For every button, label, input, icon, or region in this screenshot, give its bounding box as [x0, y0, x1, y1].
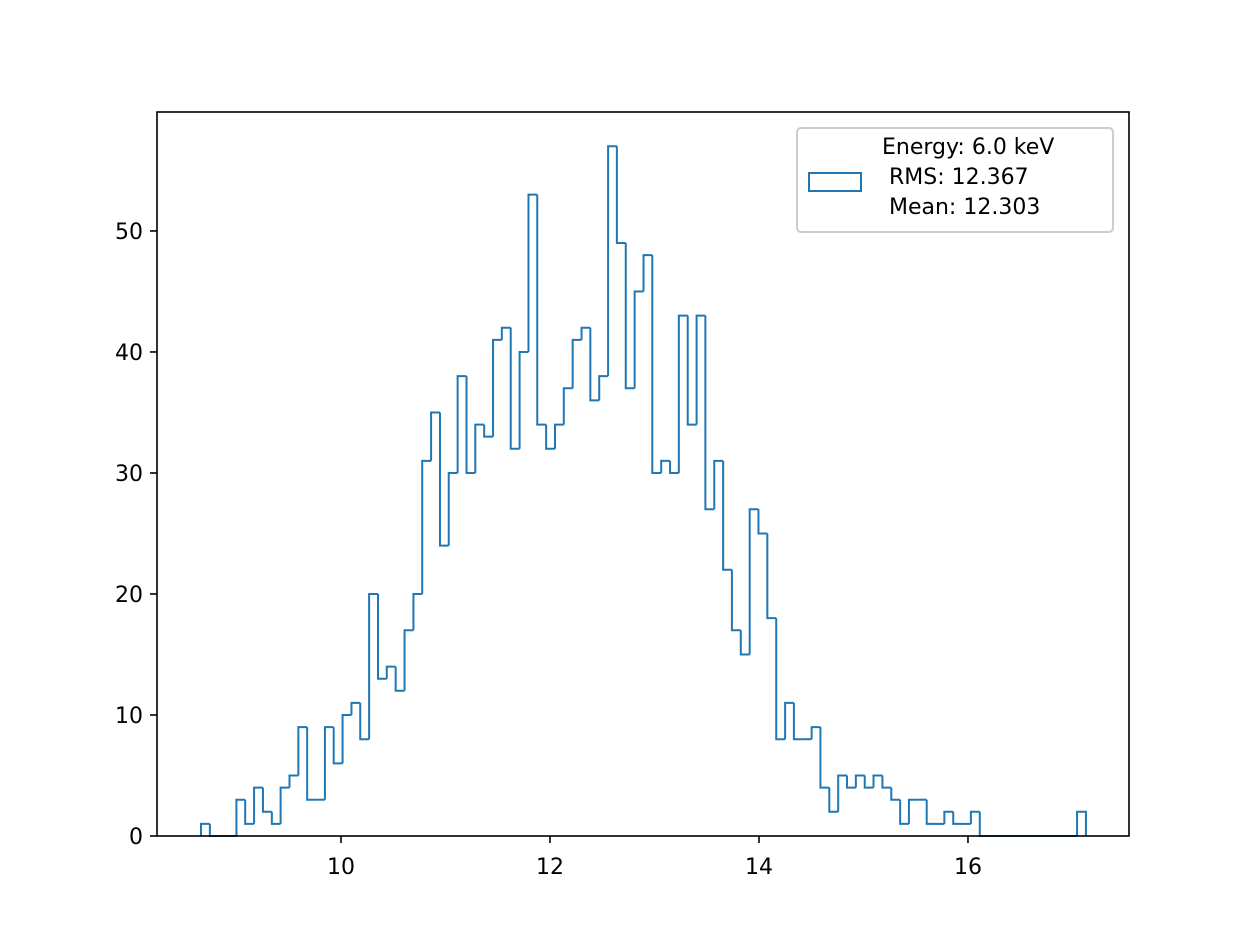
histogram-step	[739, 630, 750, 656]
histogram-step	[925, 799, 936, 825]
histogram-step	[660, 459, 671, 473]
histogram-step	[881, 775, 892, 789]
histogram-step	[589, 327, 600, 402]
histogram-step	[562, 387, 573, 425]
histogram-step	[509, 327, 520, 450]
legend: Energy: 6.0 keV RMS: 12.367 Mean: 12.303	[796, 127, 1114, 233]
histogram-step	[642, 254, 653, 292]
histogram-step	[492, 338, 502, 437]
histogram-step	[784, 701, 794, 740]
histogram-step	[899, 799, 909, 825]
y-tick-label: 20	[115, 583, 143, 608]
histogram-step	[863, 775, 874, 789]
histogram-step	[536, 194, 547, 426]
histogram-step	[607, 145, 617, 377]
histogram-step	[969, 810, 980, 824]
plot-frame	[156, 111, 1130, 837]
y-tick-label: 40	[115, 341, 143, 366]
histogram-step	[297, 726, 308, 776]
histogram-step	[430, 411, 440, 461]
x-tick-label: 10	[327, 855, 355, 880]
y-tick-label: 50	[115, 220, 143, 245]
x-tick-label: 14	[745, 855, 773, 880]
histogram-step	[554, 423, 564, 449]
histogram-step	[385, 665, 396, 679]
histogram-step	[633, 290, 644, 389]
histogram-step	[350, 701, 361, 715]
histogram-step	[438, 412, 449, 547]
histogram-step	[669, 460, 679, 474]
histogram-step	[474, 423, 485, 473]
histogram-step	[872, 774, 883, 788]
histogram-step	[483, 424, 494, 438]
histogram-step	[421, 459, 432, 594]
legend-label: Energy: 6.0 keV RMS: 12.367 Mean: 12.303	[882, 135, 1055, 220]
histogram-step	[412, 592, 423, 631]
histogram-step	[730, 569, 741, 632]
histogram-step	[199, 822, 210, 836]
histogram-step	[235, 798, 246, 836]
x-tick-label: 16	[954, 855, 982, 880]
histogram-step	[704, 315, 715, 511]
histogram-step	[907, 798, 918, 824]
histogram-step	[943, 810, 954, 824]
histogram-step	[695, 314, 706, 425]
histogram-step	[837, 774, 847, 812]
histogram-step	[270, 811, 281, 825]
histogram-step	[244, 799, 255, 825]
histogram-step	[403, 629, 414, 691]
histogram-step	[624, 243, 635, 390]
histogram-step	[1076, 810, 1087, 836]
histogram-step	[377, 593, 387, 680]
histogram-step	[615, 146, 626, 245]
y-tick-label: 30	[115, 462, 143, 487]
histogram-step	[757, 509, 768, 535]
histogram-step	[394, 666, 405, 692]
legend-handle	[808, 172, 862, 192]
histogram-step	[677, 314, 688, 473]
histogram-step	[828, 787, 839, 813]
histogram-step	[819, 727, 830, 789]
histogram-step	[775, 618, 786, 741]
histogram-step	[748, 508, 759, 655]
histogram-step	[580, 326, 591, 340]
histogram-step	[306, 727, 317, 801]
histogram-step	[447, 471, 458, 546]
histogram-step	[500, 326, 511, 340]
y-tick-label: 10	[115, 704, 143, 729]
histogram-step	[527, 193, 538, 352]
histogram-step	[598, 375, 609, 401]
histogram-step	[323, 726, 334, 800]
histogram-step	[792, 702, 803, 741]
histogram-step	[890, 787, 901, 801]
histogram-step	[253, 786, 263, 824]
histogram-step	[810, 726, 821, 740]
histogram-step	[368, 592, 379, 740]
histogram-step	[279, 786, 290, 824]
histogram-step	[722, 460, 732, 571]
histogram-step	[766, 533, 777, 620]
histogram-step	[465, 376, 476, 474]
histogram-step	[854, 774, 865, 788]
histogram-step	[332, 727, 343, 765]
histogram-step	[208, 823, 219, 837]
histogram-step	[456, 375, 467, 473]
histogram-step	[571, 338, 582, 389]
histogram-step	[261, 787, 272, 813]
y-tick-label: 0	[129, 825, 143, 850]
histogram-step	[651, 255, 662, 474]
histogram-step	[359, 702, 370, 741]
histogram-step	[545, 424, 556, 450]
histogram-step	[845, 775, 856, 789]
x-tick-label: 12	[536, 855, 564, 880]
histogram-step	[686, 315, 697, 426]
histogram-step	[952, 811, 963, 825]
histogram-step	[713, 459, 724, 510]
histogram-step	[978, 811, 989, 837]
histogram-step	[288, 774, 299, 788]
histogram-step	[518, 350, 529, 449]
histogram-step	[341, 713, 352, 764]
